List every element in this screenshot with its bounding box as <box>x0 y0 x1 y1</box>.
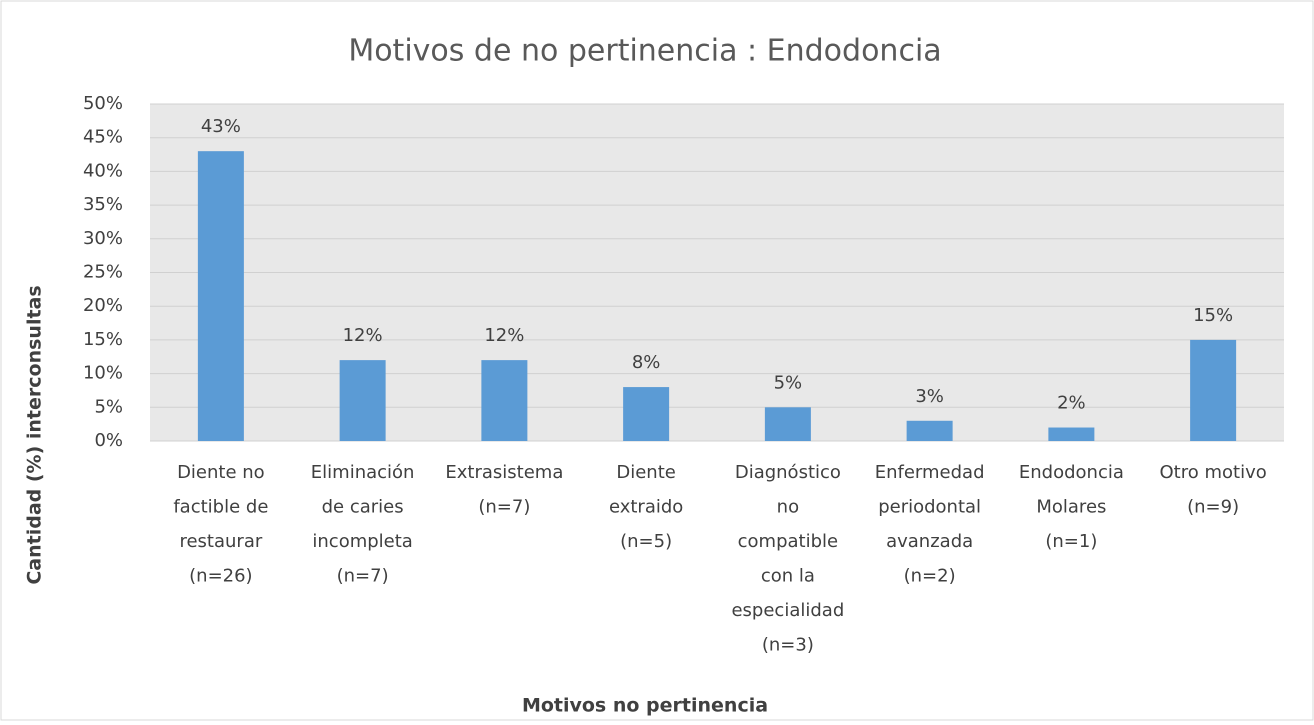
x-tick-label: Diente <box>616 462 675 483</box>
data-label: 5% <box>774 372 803 393</box>
y-axis-title: Cantidad (%) interconsultas <box>24 285 46 584</box>
x-tick-label: especialidad <box>731 600 844 621</box>
x-tick-label: Otro motivo <box>1160 462 1267 483</box>
x-tick-label: avanzada <box>886 531 973 552</box>
x-tick-label: (n=7) <box>478 497 530 518</box>
x-tick-label: restaurar <box>179 531 262 552</box>
x-tick-label: con la <box>761 566 815 587</box>
x-tick-label: Diagnóstico <box>735 462 841 483</box>
x-tick-label: (n=1) <box>1045 531 1097 552</box>
bar <box>1190 339 1237 441</box>
y-tick-label: 30% <box>83 228 123 249</box>
x-tick-label: Molares <box>1036 497 1106 518</box>
y-tick-label: 20% <box>83 295 123 316</box>
x-tick-label: Diente no <box>177 462 265 483</box>
y-tick-label: 40% <box>83 160 123 181</box>
y-tick-label: 35% <box>83 194 123 215</box>
x-tick-label: (n=2) <box>904 566 956 587</box>
x-axis-title: Motivos no pertinencia <box>522 695 768 717</box>
chart-title: Motivos de no pertinencia : Endodoncia <box>348 34 941 69</box>
y-tick-label: 5% <box>94 396 123 417</box>
bar <box>906 420 953 441</box>
bar <box>623 387 670 441</box>
y-tick-label: 15% <box>83 329 123 350</box>
x-tick-label: no <box>777 497 799 518</box>
data-label: 12% <box>343 325 383 346</box>
data-label: 12% <box>484 325 524 346</box>
y-tick-label: 25% <box>83 262 123 283</box>
data-label: 43% <box>201 116 241 137</box>
x-tick-label: extraido <box>609 497 683 518</box>
bar <box>481 360 528 441</box>
data-label: 2% <box>1057 393 1086 414</box>
data-label: 3% <box>915 386 944 407</box>
bar <box>339 360 386 441</box>
y-tick-label: 10% <box>83 363 123 384</box>
x-tick-label: factible de <box>173 497 268 518</box>
x-tick-label: (n=7) <box>337 566 389 587</box>
x-tick-label: Endodoncia <box>1019 462 1124 483</box>
x-tick-label: de caries <box>322 497 404 518</box>
x-tick-label: periodontal <box>878 497 981 518</box>
bar <box>1048 427 1095 441</box>
x-tick-label: (n=26) <box>189 566 252 587</box>
y-tick-label: 45% <box>83 127 123 148</box>
x-tick-label: Enfermedad <box>875 462 985 483</box>
data-label: 15% <box>1193 305 1233 326</box>
x-tick-label: compatible <box>738 531 838 552</box>
y-tick-label: 0% <box>94 430 123 451</box>
x-tick-label: Eliminación <box>311 462 415 483</box>
bar <box>197 151 244 441</box>
x-tick-label: Extrasistema <box>445 462 563 483</box>
y-tick-label: 50% <box>83 93 123 114</box>
x-tick-label: (n=5) <box>620 531 672 552</box>
x-tick-label: (n=9) <box>1187 497 1239 518</box>
bar <box>764 407 811 441</box>
x-tick-label: incompleta <box>312 531 412 552</box>
x-tick-label: (n=3) <box>762 635 814 656</box>
data-label: 8% <box>632 352 661 373</box>
